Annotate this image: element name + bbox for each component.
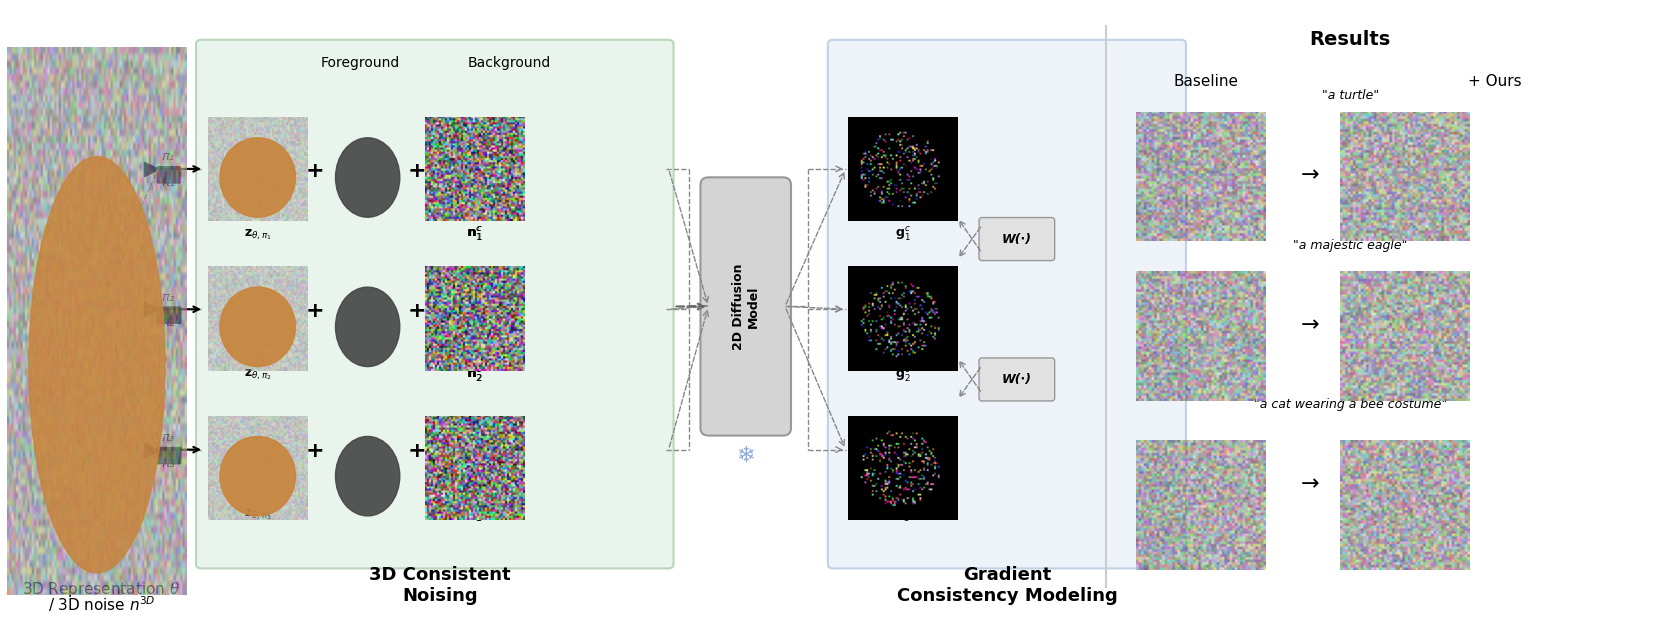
FancyBboxPatch shape (701, 177, 791, 436)
Text: π₃: π₃ (161, 431, 174, 444)
FancyBboxPatch shape (196, 40, 674, 568)
Text: 3D Consistent
Noising: 3D Consistent Noising (369, 566, 510, 605)
FancyBboxPatch shape (158, 448, 181, 464)
Text: "a cat wearing a bee costume": "a cat wearing a bee costume" (1254, 398, 1447, 411)
Text: $\mathbf{n}_1^c$: $\mathbf{n}_1^c$ (467, 225, 482, 243)
Text: 3D Representation $\theta$: 3D Representation $\theta$ (22, 580, 181, 598)
Text: π₃: π₃ (161, 456, 174, 470)
Text: →: → (1301, 315, 1320, 335)
Text: Foreground: Foreground (321, 56, 400, 70)
Text: $\mathbf{n}_2^c$: $\mathbf{n}_2^c$ (467, 366, 482, 384)
Text: Background: Background (468, 56, 551, 70)
Text: $\mathbf{n}_1^c$: $\mathbf{n}_1^c$ (467, 225, 483, 243)
Text: W(⋅): W(⋅) (1002, 233, 1031, 245)
Text: →: → (1301, 475, 1320, 495)
Text: π₁: π₁ (161, 175, 174, 189)
Text: $\mathbf{g}_2^c$: $\mathbf{g}_2^c$ (895, 366, 910, 384)
Text: "a majestic eagle": "a majestic eagle" (1292, 239, 1407, 252)
Text: +: + (306, 301, 324, 321)
FancyBboxPatch shape (827, 40, 1186, 568)
Text: Gradient
Consistency Modeling: Gradient Consistency Modeling (897, 566, 1118, 605)
Text: Results: Results (1309, 30, 1390, 49)
Text: $\mathbf{z}_{\theta,\pi_2}$: $\mathbf{z}_{\theta,\pi_2}$ (244, 367, 272, 382)
Text: / 3D noise $n^{3D}$: / 3D noise $n^{3D}$ (48, 594, 154, 614)
Text: $\mathbf{g}_1^c$: $\mathbf{g}_1^c$ (895, 225, 910, 243)
Text: 2D Diffusion
Model: 2D Diffusion Model (733, 263, 759, 350)
Text: ❄: ❄ (736, 446, 756, 466)
FancyBboxPatch shape (158, 307, 181, 323)
Text: $\mathbf{n}_2^c$: $\mathbf{n}_2^c$ (467, 366, 483, 384)
Text: "a turtle": "a turtle" (1322, 90, 1379, 103)
Text: +: + (407, 301, 427, 321)
Text: Baseline: Baseline (1173, 74, 1239, 90)
Text: $\mathbf{g}_3^c$: $\mathbf{g}_3^c$ (895, 506, 910, 524)
Text: +: + (407, 161, 427, 181)
FancyBboxPatch shape (158, 167, 181, 183)
Text: + Ours: + Ours (1468, 74, 1521, 90)
Text: $\mathbf{z}_{\theta,\pi_3}$: $\mathbf{z}_{\theta,\pi_3}$ (244, 508, 272, 523)
Text: π₂: π₂ (161, 290, 174, 304)
Text: $\mathbf{n}_3^c$: $\mathbf{n}_3^c$ (467, 506, 483, 524)
Text: π₂: π₂ (161, 316, 174, 329)
Text: W(⋅): W(⋅) (1002, 373, 1031, 386)
Text: +: + (306, 441, 324, 461)
Text: →: → (1301, 165, 1320, 185)
Text: +: + (407, 441, 427, 461)
Text: +: + (306, 161, 324, 181)
Text: $\mathbf{n}_3^c$: $\mathbf{n}_3^c$ (467, 506, 483, 524)
FancyBboxPatch shape (978, 358, 1055, 401)
Text: $\mathbf{z}_{\theta,\pi_1}$: $\mathbf{z}_{\theta,\pi_1}$ (244, 227, 272, 242)
FancyBboxPatch shape (978, 218, 1055, 260)
Text: π₁: π₁ (161, 150, 174, 163)
